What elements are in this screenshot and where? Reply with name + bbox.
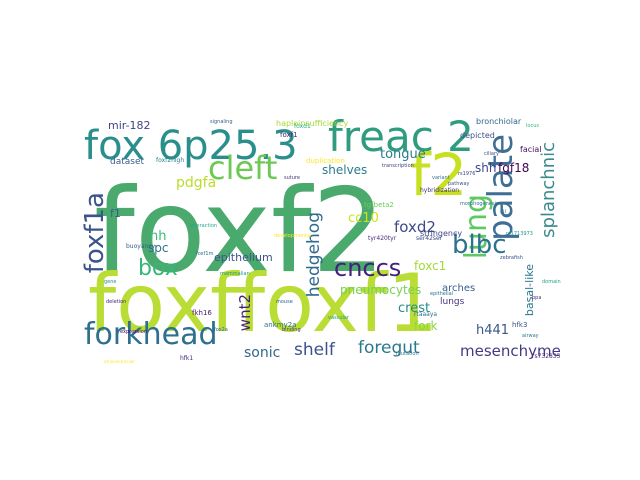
- cloud-word: fox 6p25.3: [84, 123, 298, 169]
- cloud-word: domain: [542, 279, 561, 285]
- cloud-word: shh: [475, 161, 497, 175]
- cloud-word: morphogenesis: [460, 201, 499, 207]
- cloud-word: foxf2: [94, 164, 386, 299]
- cloud-word: foregut: [358, 338, 420, 358]
- cloud-word: foxf1a: [80, 192, 110, 274]
- cloud-word: splanchnic: [538, 142, 559, 238]
- cloud-word: deletion: [106, 299, 127, 305]
- cloud-word: stringency: [420, 229, 463, 238]
- cloud-word: fgf18: [498, 161, 530, 175]
- cloud-word: foxc1: [414, 259, 447, 273]
- cloud-word: lungs: [440, 297, 465, 307]
- cloud-word: expression: [120, 329, 147, 335]
- cloud-word: shelves: [322, 163, 368, 177]
- cloud-word: duplication: [306, 157, 345, 165]
- cloud-word: fork: [414, 319, 438, 333]
- cloud-word: binding: [282, 327, 301, 333]
- cloud-word: dataset: [110, 157, 145, 167]
- cloud-word: developmental: [274, 233, 312, 239]
- cloud-word: hybridization: [420, 187, 460, 194]
- cloud-word: box: [138, 256, 178, 281]
- cloud-word: basal-like: [523, 264, 536, 317]
- cloud-word: hfk3: [512, 321, 528, 329]
- cloud-word: bronchiolar: [476, 117, 522, 126]
- cloud-word: epithelium: [214, 251, 273, 264]
- cloud-word: epithelial: [430, 291, 454, 297]
- cloud-word: gene: [104, 279, 117, 285]
- cloud-word: h441: [476, 323, 510, 338]
- cloud-word: depicted: [460, 131, 495, 140]
- cloud-word: vascular: [328, 315, 350, 321]
- cloud-word: transcription: [382, 163, 414, 169]
- cloud-word: ser42ser: [416, 235, 443, 242]
- cloud-word: interaction: [190, 223, 218, 229]
- cloud-word: foxd2: [394, 218, 436, 236]
- cloud-word: haploinsufficiency: [276, 119, 349, 128]
- cloud-word: mir-182: [108, 119, 151, 132]
- cloud-word: gli: [500, 209, 506, 215]
- cloud-word: facial: [520, 145, 542, 154]
- cloud-word: freac 2: [328, 116, 474, 161]
- cloud-word: shelf: [294, 340, 335, 360]
- cloud-word: mammalian: [220, 271, 250, 277]
- cloud-word: mouse: [276, 299, 293, 305]
- cloud-word: pdgfa: [176, 175, 217, 191]
- cloud-word: hfk1: [180, 355, 194, 362]
- cloud-word: foxd1: [294, 123, 311, 130]
- cloud-word: hedgehog: [304, 212, 324, 298]
- cloud-word: crest: [398, 301, 431, 316]
- cloud-word: arches: [442, 283, 476, 294]
- cloud-word: sonic: [244, 345, 281, 361]
- cloud-word: mutation: [396, 351, 419, 357]
- cloud-word: f1: [110, 207, 121, 220]
- cloud-word: hh: [150, 229, 167, 244]
- cloud-word: signaling: [210, 119, 233, 125]
- cloud-word: tongue: [380, 147, 426, 162]
- word-cloud: foxf2 foxffoxf1 freac 2 fox 6p25.3 f2 cl…: [80, 116, 568, 365]
- cloud-word: pathway: [448, 181, 470, 187]
- cloud-word: tyr420tyr: [368, 235, 397, 242]
- cloud-word: blbc: [452, 230, 507, 260]
- cloud-word: foxf2high: [156, 157, 185, 164]
- cloud-word: forkhead: [84, 317, 218, 352]
- cloud-word: ciliary: [484, 151, 499, 157]
- cloud-word: atrioventricular: [104, 359, 135, 364]
- cloud-word: wnt2: [236, 294, 254, 332]
- cloud-word: mesenchyme: [460, 342, 561, 360]
- cloud-word: airway: [522, 333, 539, 339]
- cloud-word: cc10: [348, 211, 379, 226]
- cloud-word: fox2a: [214, 327, 228, 333]
- cloud-word: ankmy2a: [264, 321, 297, 329]
- cloud-word: pneumocytes: [340, 283, 422, 297]
- cloud-word: rs732835: [532, 353, 561, 360]
- cloud-word: tgfbeta2: [364, 201, 394, 209]
- cloud-word: spc: [148, 241, 169, 255]
- cloud-word: rs1976: [458, 171, 476, 177]
- cloud-word: f2: [410, 141, 468, 209]
- cloud-word: bpa: [532, 295, 542, 301]
- cloud-word: locus: [526, 123, 539, 129]
- cloud-word: buoyancy: [126, 243, 156, 250]
- cloud-word: foxf1: [280, 131, 298, 139]
- cloud-word: zebrafish: [500, 255, 523, 261]
- cloud-word: variant: [432, 175, 450, 181]
- cloud-word: suture: [284, 175, 300, 181]
- cloud-word: fkh16: [192, 309, 212, 317]
- cloud-word: rs1713973: [506, 231, 533, 237]
- cloud-word: cnccs: [334, 254, 402, 282]
- cloud-word: foxffoxf1: [88, 257, 438, 350]
- cloud-word: cleft: [208, 149, 278, 187]
- cloud-word: foxf1m: [196, 251, 214, 257]
- cloud-word: rtaaaya: [414, 311, 438, 318]
